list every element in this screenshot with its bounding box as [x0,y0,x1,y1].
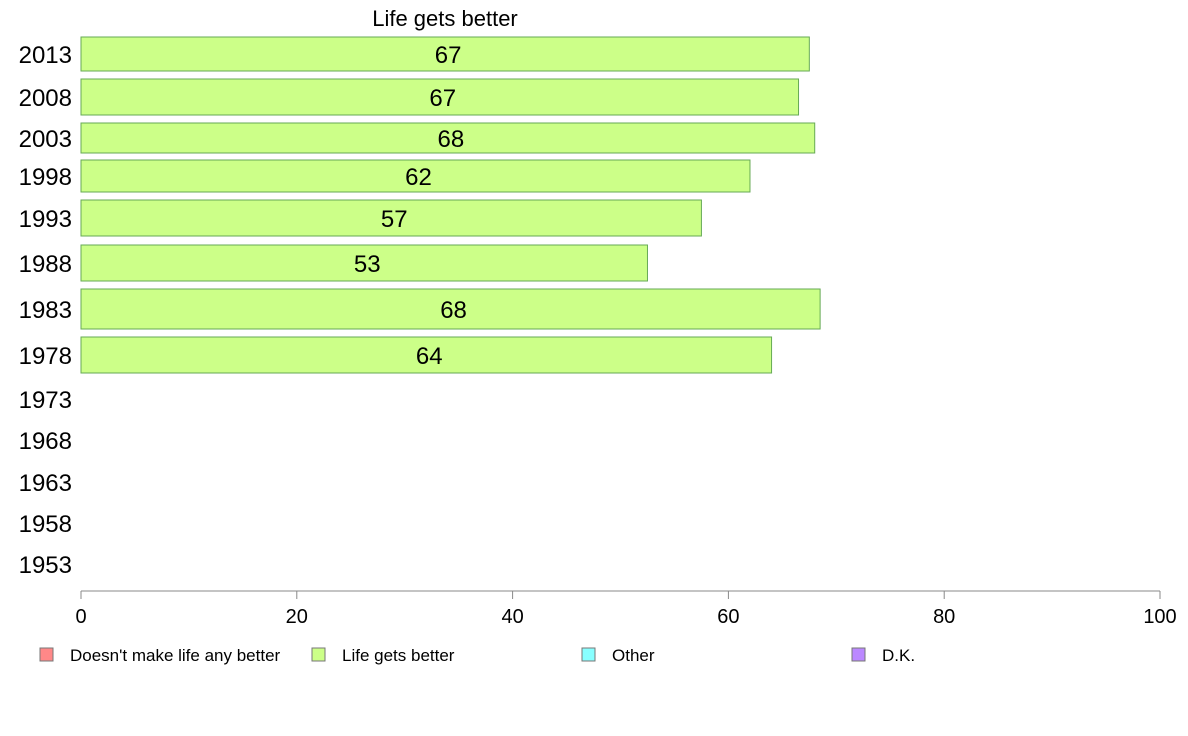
legend-swatch [581,647,596,662]
year-label: 2008 [19,85,72,112]
x-tick-label: 100 [1143,606,1176,628]
bar-value-label: 67 [429,85,456,112]
year-label: 2003 [19,126,72,153]
year-label: 1958 [19,511,72,538]
bar-value-label: 67 [435,42,462,69]
year-label: 1988 [19,251,72,278]
bar-value-label: 53 [354,251,381,278]
chart-title: Life gets better [372,6,518,31]
year-label: 1963 [19,470,72,497]
bar-value-label: 68 [438,126,465,153]
bar [80,159,751,193]
year-label: 1983 [19,297,72,324]
legend-label: Life gets better [342,646,455,665]
year-label: 1998 [19,164,72,191]
bar-value-label: 64 [416,343,443,370]
x-axis: 0 20 40 60 80 100 [75,590,1177,628]
bar [80,288,821,330]
x-tick-label: 20 [286,606,308,628]
bars-layer [80,36,821,374]
bar [80,36,810,72]
bar [80,244,648,282]
year-label: 2013 [19,42,72,69]
bar [80,122,816,154]
legend-swatch [311,647,326,662]
x-tick-label: 40 [501,606,523,628]
year-label: 1968 [19,428,72,455]
legend-label: Other [612,646,655,665]
x-tick-label: 60 [717,606,739,628]
legend: Doesn't make life any better Life gets be… [39,646,915,665]
bar [80,336,773,374]
bar [80,78,800,116]
year-labels-layer: 2013 2008 2003 1998 1993 1988 1983 1978 1973 1968… [19,42,72,579]
legend-label: Doesn't make life any better [70,646,281,665]
legend-swatch [851,647,866,662]
x-tick-label: 80 [933,606,955,628]
bar [80,199,702,237]
legend-swatch [39,647,54,662]
x-tick-label: 0 [75,606,86,628]
year-label: 1973 [19,387,72,414]
year-label: 1993 [19,206,72,233]
legend-label: D.K. [882,646,915,665]
year-label: 1978 [19,343,72,370]
bar-value-label: 68 [440,297,467,324]
year-label: 1953 [19,552,72,579]
bar-value-label: 62 [405,164,432,191]
bar-value-label: 57 [381,206,408,233]
